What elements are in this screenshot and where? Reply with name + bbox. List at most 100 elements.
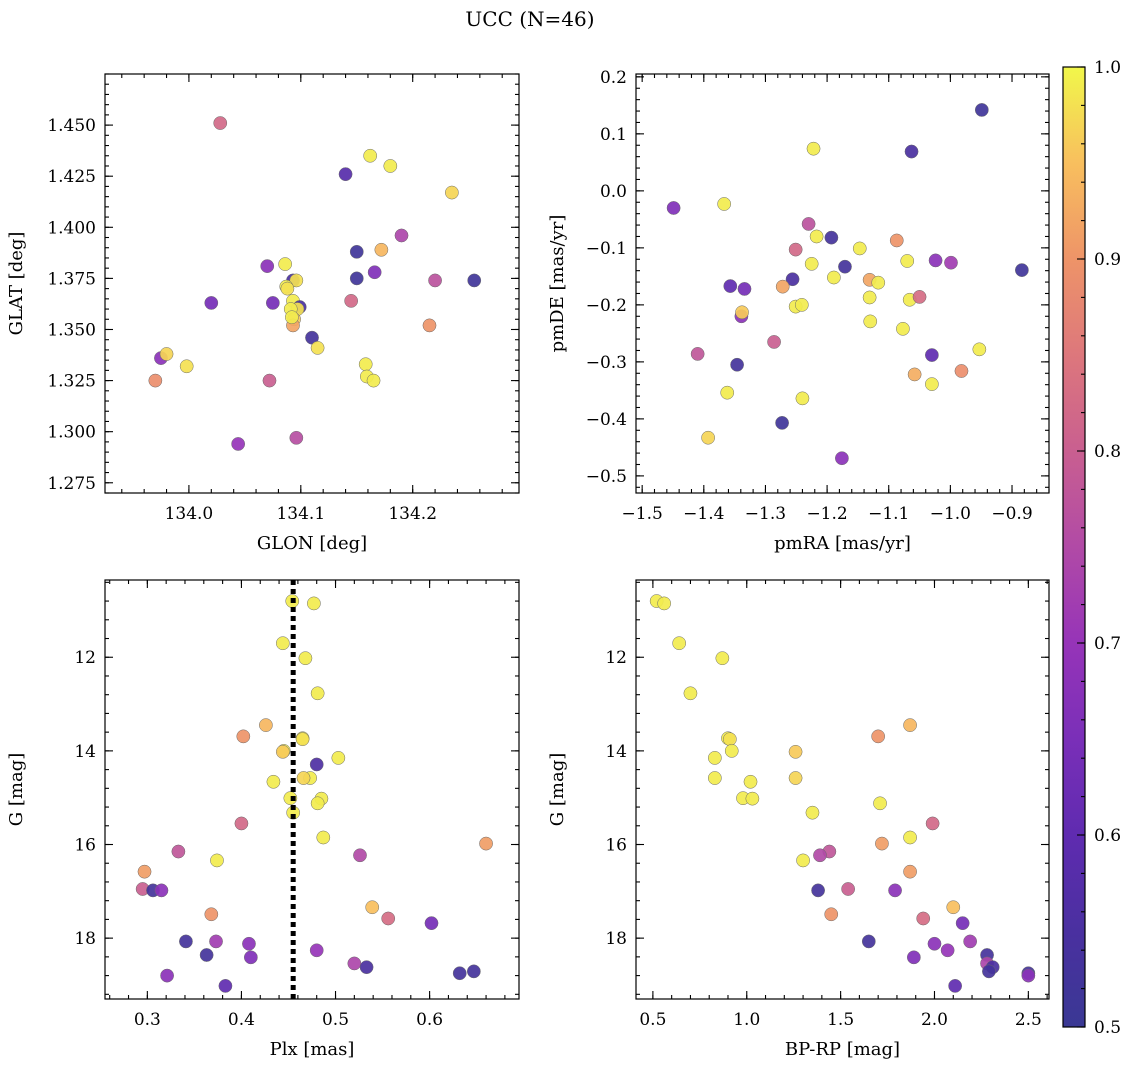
scatter-point (260, 259, 275, 273)
scatter-point (160, 968, 174, 983)
scatter-point (723, 279, 738, 293)
scatter-point (796, 853, 810, 868)
points-group (148, 116, 482, 451)
y-axis-label: pmDE [mas/yr] (547, 215, 568, 353)
scatter-point (1021, 968, 1036, 983)
scatter-point (811, 883, 825, 898)
scatter-point (903, 830, 917, 845)
scatter-point (171, 844, 186, 859)
scatter-point (280, 281, 295, 296)
y-tick-label: 1.375 (47, 269, 96, 289)
scatter-point (347, 956, 362, 971)
scatter-point (310, 796, 325, 811)
scatter-point (1015, 263, 1029, 277)
scatter-point (428, 273, 442, 288)
scatter-point (199, 948, 214, 962)
y-tick-label: 1.325 (47, 372, 96, 392)
scatter-point (422, 318, 437, 333)
colorbar-tick-label: 0.8 (1094, 442, 1121, 462)
axes-frame (635, 579, 1050, 1000)
scatter-point (862, 290, 877, 305)
scatter-point (775, 416, 789, 430)
scatter-point (927, 936, 942, 951)
scatter-point (788, 242, 803, 257)
colorbar-tick-label: 0.9 (1094, 250, 1121, 270)
scatter-point (266, 774, 281, 789)
scatter-point (367, 265, 382, 280)
scatter-point (374, 242, 389, 257)
scatter-point (912, 290, 927, 304)
colorbar-tick-label: 0.7 (1094, 634, 1121, 654)
scatter-point (955, 916, 970, 931)
y-tick-label: 1.350 (47, 320, 96, 340)
points-group (135, 594, 493, 993)
scatter-point (467, 273, 482, 288)
axes-frame (104, 579, 520, 1000)
colorbar-tick-label: 1.0 (1094, 58, 1121, 78)
y-tick-label: 1.300 (47, 423, 96, 443)
scatter-point (723, 732, 737, 747)
scatter-point (309, 943, 324, 958)
scatter-point (690, 347, 705, 361)
figure-title: UCC (N=46) (465, 7, 594, 31)
scatter-point (906, 950, 921, 965)
x-tick-label: 2.5 (1015, 1010, 1042, 1030)
points-group (649, 594, 1036, 993)
scatter-point (863, 314, 878, 329)
scatter-point (154, 883, 169, 898)
scatter-point (788, 771, 803, 785)
scatter-point (344, 294, 359, 308)
scatter-point (283, 791, 298, 806)
scatter-point (310, 686, 325, 701)
scatter-point (210, 853, 224, 868)
scatter-point (806, 141, 821, 156)
y-tick-label: 1.450 (47, 116, 96, 136)
scatter-point (903, 864, 917, 879)
y-tick-label: 14 (74, 742, 96, 762)
scatter-point (331, 751, 346, 765)
y-tick-label: −0.1 (586, 239, 627, 259)
y-axis-label: GLAT [deg] (6, 232, 27, 336)
y-tick-label: 1.425 (47, 167, 96, 187)
scatter-point (179, 934, 193, 949)
scatter-point (788, 744, 803, 759)
scatter-point (452, 966, 467, 981)
scatter-point (672, 636, 687, 651)
scatter-point (358, 357, 373, 372)
scatter-point (479, 836, 493, 851)
scatter-point (805, 805, 820, 820)
scatter-point (204, 907, 219, 922)
scatter-point (316, 830, 331, 845)
scatter-point (795, 391, 810, 406)
scatter-point (278, 257, 292, 271)
x-tick-label: 0.3 (134, 1010, 161, 1030)
y-tick-label: 12 (605, 648, 627, 668)
scatter-point (295, 732, 310, 747)
y-tick-label: −0.2 (586, 296, 627, 316)
scatter-point (824, 907, 839, 922)
y-axis-label: G [mag] (547, 753, 568, 826)
scatter-panel-2: −1.5 −1.4 −1.3 −1.2 −1.1 −1.0 −0.9 −0.5 −0.4 −0.3… (547, 68, 1050, 554)
scatter-point (289, 430, 304, 445)
scatter-point (309, 757, 324, 772)
scatter-point (243, 950, 258, 965)
scatter-point (871, 275, 886, 290)
scatter-point (954, 364, 969, 378)
x-tick-label: −0.9 (991, 504, 1032, 524)
scatter-point (940, 943, 955, 958)
scatter-point (767, 335, 781, 349)
scatter-point (236, 729, 251, 744)
scatter-point (218, 979, 233, 993)
scatter-point (875, 836, 889, 851)
scatter-point (916, 911, 931, 926)
y-tick-label: −0.5 (586, 467, 627, 487)
y-tick-label: 0.1 (600, 125, 627, 145)
scatter-point (259, 718, 273, 732)
scatter-point (657, 596, 672, 611)
y-tick-label: 1.275 (47, 474, 96, 494)
y-tick-label: −0.3 (586, 353, 627, 373)
scatter-point (275, 636, 290, 651)
scatter-point (946, 900, 961, 915)
y-tick-label: 0.2 (600, 68, 627, 88)
